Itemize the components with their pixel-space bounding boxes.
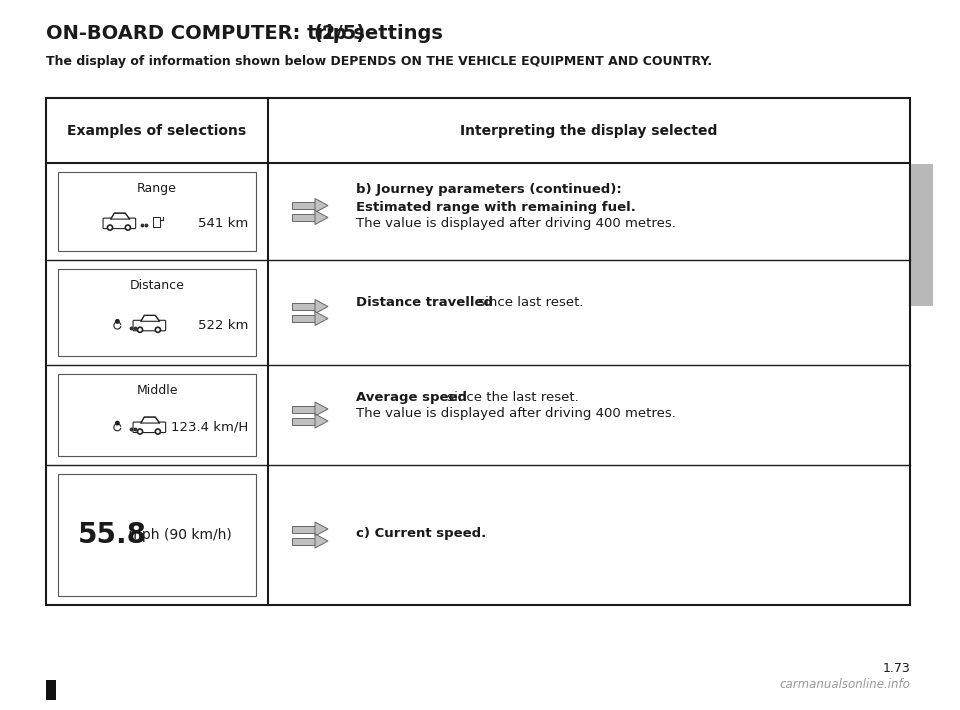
Bar — [153, 217, 159, 226]
FancyBboxPatch shape — [103, 218, 135, 229]
Text: 522 km: 522 km — [198, 319, 248, 332]
Polygon shape — [315, 414, 328, 428]
Polygon shape — [315, 312, 328, 325]
Text: since the last reset.: since the last reset. — [443, 391, 579, 404]
Circle shape — [115, 421, 119, 425]
Bar — [46, 680, 56, 700]
Bar — [292, 537, 315, 545]
Text: 55.8: 55.8 — [78, 521, 147, 549]
Text: The display of information shown below DEPENDS ON THE VEHICLE EQUIPMENT AND COUN: The display of information shown below D… — [46, 55, 712, 68]
Polygon shape — [141, 417, 159, 423]
Polygon shape — [315, 402, 328, 416]
Text: Range: Range — [137, 182, 177, 195]
Circle shape — [125, 224, 132, 231]
Bar — [292, 202, 315, 209]
Text: The value is displayed after driving 400 metres.: The value is displayed after driving 400… — [356, 407, 676, 420]
Polygon shape — [315, 210, 328, 224]
Bar — [911, 164, 933, 306]
Text: Middle: Middle — [136, 384, 178, 397]
Text: c) Current speed.: c) Current speed. — [356, 527, 487, 540]
Circle shape — [155, 428, 161, 435]
Text: ON-BOARD COMPUTER: trip settings: ON-BOARD COMPUTER: trip settings — [46, 24, 449, 43]
Text: Average speed: Average speed — [356, 391, 467, 404]
Text: Interpreting the display selected: Interpreting the display selected — [460, 124, 718, 138]
Circle shape — [136, 428, 143, 435]
Bar — [58, 269, 256, 356]
Text: (2/5): (2/5) — [313, 24, 366, 43]
Polygon shape — [315, 534, 328, 548]
Circle shape — [115, 320, 119, 323]
Bar — [46, 98, 910, 605]
Text: Distance: Distance — [130, 279, 184, 292]
Circle shape — [138, 328, 142, 332]
Bar — [292, 214, 315, 221]
Text: since last reset.: since last reset. — [474, 297, 584, 310]
Circle shape — [138, 430, 142, 433]
Bar — [292, 303, 315, 310]
Text: carmanualsonline.info: carmanualsonline.info — [780, 678, 910, 691]
Bar — [58, 172, 256, 251]
Polygon shape — [315, 300, 328, 314]
Bar — [292, 405, 315, 413]
Circle shape — [156, 430, 159, 433]
Bar — [58, 374, 256, 456]
Polygon shape — [315, 199, 328, 212]
Text: 123.4 km/H: 123.4 km/H — [171, 421, 248, 434]
Text: 541 km: 541 km — [198, 217, 248, 230]
Circle shape — [107, 224, 113, 231]
Bar — [292, 315, 315, 322]
Bar — [292, 417, 315, 425]
Text: Estimated range with remaining fuel.: Estimated range with remaining fuel. — [356, 202, 636, 214]
FancyBboxPatch shape — [133, 320, 166, 331]
Polygon shape — [110, 213, 130, 219]
FancyBboxPatch shape — [133, 422, 166, 432]
Circle shape — [155, 327, 161, 333]
Polygon shape — [315, 522, 328, 536]
Text: The value is displayed after driving 400 metres.: The value is displayed after driving 400… — [356, 217, 676, 231]
Text: Distance travelled: Distance travelled — [356, 297, 493, 310]
Bar — [292, 525, 315, 532]
Text: 1.73: 1.73 — [882, 662, 910, 675]
Text: b) Journey parameters (continued):: b) Journey parameters (continued): — [356, 183, 622, 197]
Polygon shape — [141, 315, 159, 322]
Circle shape — [126, 226, 130, 229]
Circle shape — [156, 328, 159, 332]
Text: Examples of selections: Examples of selections — [67, 124, 247, 138]
Circle shape — [136, 327, 143, 333]
Text: mph (90 km/h): mph (90 km/h) — [124, 528, 231, 542]
Bar — [58, 474, 256, 596]
Circle shape — [108, 226, 111, 229]
